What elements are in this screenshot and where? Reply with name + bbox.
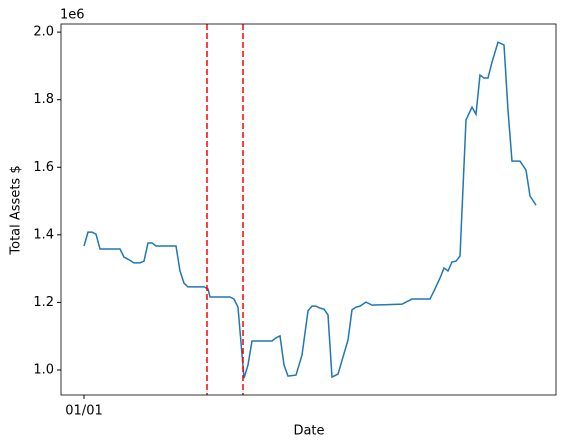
y-tick-label: 1.0 <box>33 362 54 377</box>
y-tick-label: 1.4 <box>33 227 54 242</box>
y-tick-label: 1.2 <box>33 295 54 310</box>
y-tick-label: 1.6 <box>33 160 54 175</box>
y-tick-label: 2.0 <box>33 25 54 40</box>
y-offset-text: 1e6 <box>60 8 85 23</box>
x-tick-label: 01/01 <box>65 404 102 419</box>
y-tick-label: 1.8 <box>33 92 54 107</box>
y-axis-label: Total Assets $ <box>9 165 24 255</box>
data-line <box>83 41 537 379</box>
plot-frame <box>60 23 557 396</box>
x-axis-label: Date <box>293 424 324 439</box>
